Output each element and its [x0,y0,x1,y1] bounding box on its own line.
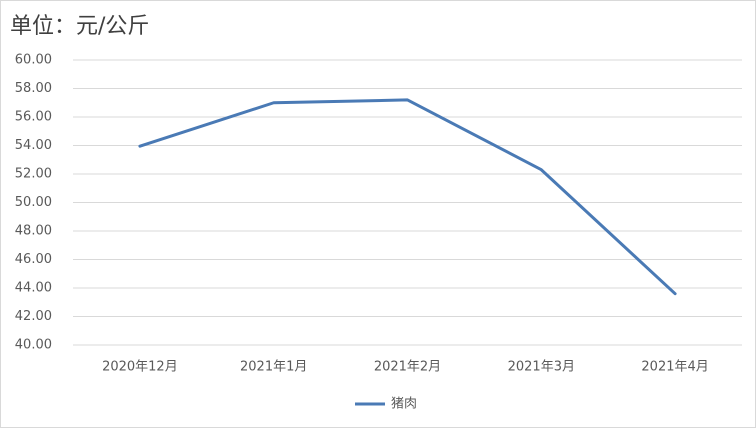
legend-label: 猪肉 [391,397,417,412]
x-tick-label: 2021年4月 [641,360,708,375]
x-tick-label: 2020年12月 [102,360,178,375]
x-tick-label: 2021年2月 [374,360,441,375]
chart-title: 单位：元/公斤 [10,14,149,39]
y-tick-label: 48.00 [15,224,52,239]
y-tick-label: 40.00 [15,338,52,353]
y-tick-label: 58.00 [15,81,52,96]
y-tick-label: 56.00 [15,110,52,125]
y-tick-label: 60.00 [15,53,52,68]
y-tick-label: 44.00 [15,281,52,296]
y-tick-label: 54.00 [15,138,52,153]
y-tick-label: 50.00 [15,195,52,210]
x-tick-label: 2021年1月 [240,360,307,375]
y-tick-label: 46.00 [15,252,52,267]
y-tick-label: 42.00 [15,309,52,324]
x-tick-label: 2021年3月 [508,360,575,375]
y-tick-label: 52.00 [15,167,52,182]
data-line [138,98,677,296]
